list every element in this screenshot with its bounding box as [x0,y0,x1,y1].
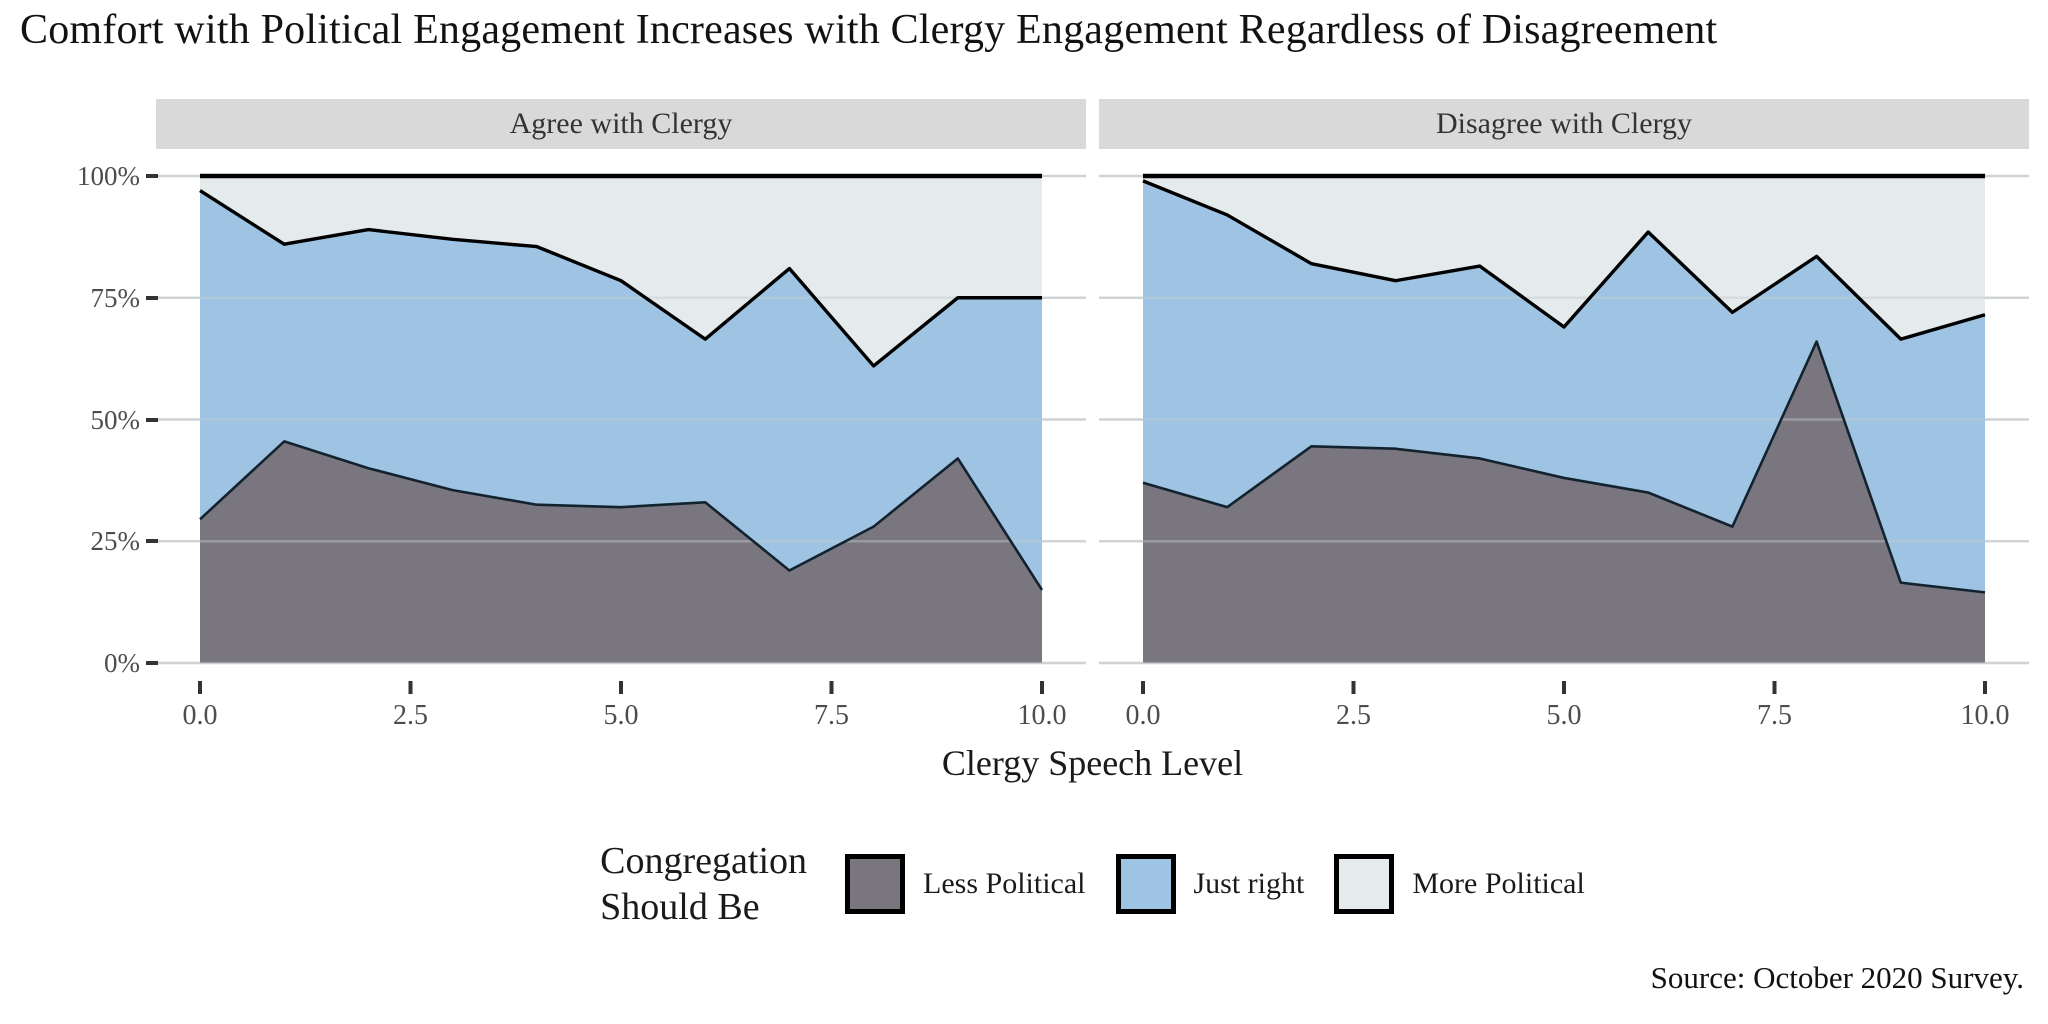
facet-panel-disagree [1099,173,2029,694]
area-just-right [200,190,1042,590]
x-tick-mark [1772,681,1777,694]
boundary-less-political-top [199,440,1044,591]
x-tick-label: 5.0 [603,700,639,731]
y-tick-label: 0% [104,648,140,678]
legend-swatch-more-political [1334,854,1395,915]
facet-strip-agree-label: Agree with Clergy [509,107,733,140]
x-tick-label: 0.0 [182,700,218,731]
x-tick-label: 7.5 [814,700,849,731]
y-tick-label: 100% [77,161,140,191]
legend-item-less-political: Less Political [845,854,1086,915]
x-tick-label: 0.0 [1125,700,1161,731]
legend-title: Congregation Should Be [600,838,807,931]
y-tick-mark [146,174,158,178]
area-less-political [1143,341,1985,663]
x-tick-mark [198,681,202,694]
x-tick-label: 10.0 [1017,700,1067,731]
facet-panel-agree [156,173,1086,694]
legend: Congregation Should Be Less Political Ju… [156,838,2029,931]
legend-title-line1: Congregation [600,840,808,882]
x-tick-mark [1141,681,1145,694]
legend-label-less-political: Less Political [923,867,1086,901]
x-tick-label: 2.5 [1336,700,1371,731]
x-tick-mark [1562,681,1566,694]
legend-item-just-right: Just right [1115,854,1305,915]
y-tick-mark [146,539,158,544]
area-more-political [200,176,1042,366]
legend-label-just-right: Just right [1193,867,1305,901]
legend-label-more-political: More Political [1412,867,1585,901]
legend-item-more-political: More Political [1334,854,1585,915]
x-tick-label: 7.5 [1757,700,1792,731]
legend-swatch-less-political [845,854,906,915]
x-tick-mark [1040,681,1044,694]
x-tick-label: 10.0 [1960,700,2010,731]
y-tick-mark [146,295,158,300]
x-tick-label: 2.5 [393,700,428,731]
area-more-political [1143,176,1985,340]
chart-title: Comfort with Political Engagement Increa… [20,7,1718,53]
y-tick-label: 50% [90,404,141,435]
source-note: Source: October 2020 Survey. [1650,960,2024,995]
facet-strip-disagree-label: Disagree with Clergy [1435,107,1693,140]
boundary-less-political-top [1142,340,1986,594]
x-tick-label: 5.0 [1546,700,1582,731]
boundary-just-right-top [199,189,1042,368]
y-tick-mark [146,417,158,422]
area-less-political [200,441,1042,663]
x-tick-mark [829,681,834,694]
facet-strip-agree: Agree with Clergy [156,99,1086,149]
x-tick-mark [1983,681,1987,694]
y-tick-label: 25% [90,526,141,557]
facet-strip-disagree: Disagree with Clergy [1099,99,2029,149]
y-tick-mark [146,661,158,665]
area-just-right [1143,180,1985,593]
x-tick-mark [1351,681,1356,694]
boundary-just-right-top [1142,179,1986,341]
x-tick-mark [408,681,413,694]
legend-title-line2: Should Be [600,886,760,929]
legend-swatch-just-right [1115,854,1176,915]
x-axis-title: Clergy Speech Level [941,743,1244,783]
y-tick-label: 75% [90,282,141,313]
x-tick-mark [619,681,623,694]
